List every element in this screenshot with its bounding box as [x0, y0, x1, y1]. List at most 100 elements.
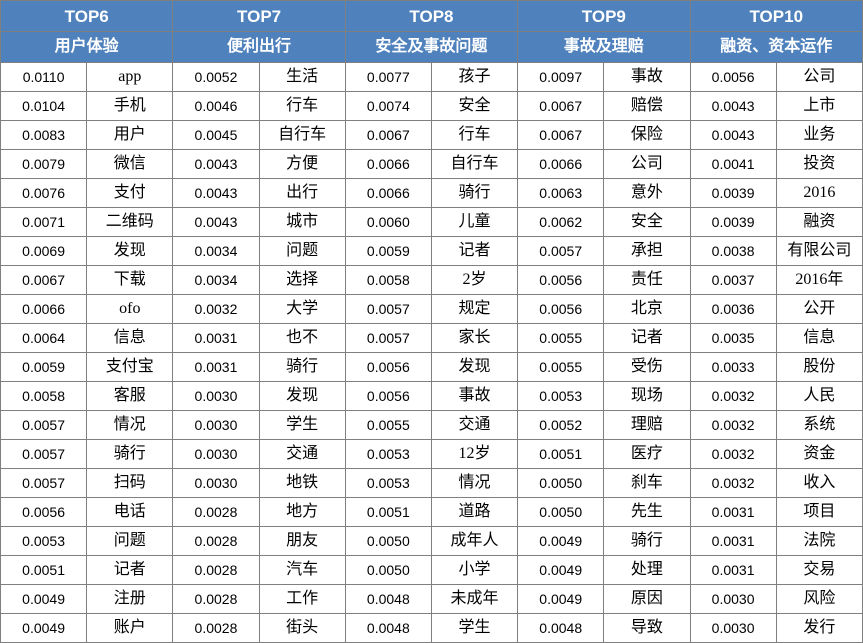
- cell-word: 问题: [87, 527, 173, 556]
- cell-word: 出行: [259, 179, 345, 208]
- cell-value: 0.0057: [1, 440, 87, 469]
- col-sub-header: 便利出行: [173, 32, 345, 63]
- cell-value: 0.0028: [173, 614, 259, 643]
- col-sub-header: 融资、资本运作: [690, 32, 863, 63]
- col-top-header: TOP7: [173, 1, 345, 32]
- table-row: 0.0066ofo0.0032大学0.0057规定0.0056北京0.0036公…: [1, 295, 863, 324]
- cell-value: 0.0035: [690, 324, 776, 353]
- cell-word: 赔偿: [604, 92, 690, 121]
- cell-value: 0.0076: [1, 179, 87, 208]
- cell-word: 交通: [259, 440, 345, 469]
- cell-value: 0.0097: [518, 63, 604, 92]
- col-top-header: TOP9: [518, 1, 690, 32]
- cell-word: 业务: [776, 121, 862, 150]
- cell-value: 0.0048: [518, 614, 604, 643]
- cell-value: 0.0069: [1, 237, 87, 266]
- cell-value: 0.0031: [173, 353, 259, 382]
- table-row: 0.0083用户0.0045自行车0.0067行车0.0067保险0.0043业…: [1, 121, 863, 150]
- col-top-header: TOP6: [1, 1, 173, 32]
- cell-word: 孩子: [431, 63, 517, 92]
- table-row: 0.0079微信0.0043方便0.0066自行车0.0066公司0.0041投…: [1, 150, 863, 179]
- table-row: 0.0049账户0.0028街头0.0048学生0.0048导致0.0030发行: [1, 614, 863, 643]
- cell-word: 街头: [259, 614, 345, 643]
- cell-value: 0.0050: [345, 527, 431, 556]
- cell-word: 大学: [259, 295, 345, 324]
- cell-value: 0.0043: [173, 150, 259, 179]
- cell-word: ofo: [87, 295, 173, 324]
- cell-value: 0.0052: [173, 63, 259, 92]
- table-row: 0.0069发现0.0034问题0.0059记者0.0057承担0.0038有限…: [1, 237, 863, 266]
- col-top-header: TOP10: [690, 1, 863, 32]
- cell-word: 先生: [604, 498, 690, 527]
- cell-word: 二维码: [87, 208, 173, 237]
- cell-word: 项目: [776, 498, 862, 527]
- cell-value: 0.0074: [345, 92, 431, 121]
- cell-value: 0.0032: [690, 440, 776, 469]
- cell-word: 风险: [776, 585, 862, 614]
- cell-word: 信息: [776, 324, 862, 353]
- cell-word: 刹车: [604, 469, 690, 498]
- header-row-top: TOP6TOP7TOP8TOP9TOP10: [1, 1, 863, 32]
- cell-value: 0.0083: [1, 121, 87, 150]
- cell-value: 0.0050: [518, 498, 604, 527]
- cell-value: 0.0056: [345, 353, 431, 382]
- cell-word: 小学: [431, 556, 517, 585]
- cell-value: 0.0057: [1, 411, 87, 440]
- table-row: 0.0051记者0.0028汽车0.0050小学0.0049处理0.0031交易: [1, 556, 863, 585]
- cell-value: 0.0056: [518, 266, 604, 295]
- cell-value: 0.0050: [518, 469, 604, 498]
- cell-word: 发现: [87, 237, 173, 266]
- cell-word: 工作: [259, 585, 345, 614]
- cell-word: 自行车: [259, 121, 345, 150]
- cell-value: 0.0043: [690, 92, 776, 121]
- cell-value: 0.0028: [173, 527, 259, 556]
- table-row: 0.0110app0.0052生活0.0077孩子0.0097事故0.0056公…: [1, 63, 863, 92]
- cell-value: 0.0046: [173, 92, 259, 121]
- cell-word: 微信: [87, 150, 173, 179]
- cell-value: 0.0066: [345, 150, 431, 179]
- cell-value: 0.0032: [690, 411, 776, 440]
- cell-word: 道路: [431, 498, 517, 527]
- cell-word: 公开: [776, 295, 862, 324]
- cell-value: 0.0049: [1, 614, 87, 643]
- cell-word: 用户: [87, 121, 173, 150]
- cell-value: 0.0030: [173, 440, 259, 469]
- cell-value: 0.0039: [690, 208, 776, 237]
- cell-word: 也不: [259, 324, 345, 353]
- table-row: 0.0071二维码0.0043城市0.0060儿童0.0062安全0.0039融…: [1, 208, 863, 237]
- cell-word: 事故: [604, 63, 690, 92]
- cell-word: 客服: [87, 382, 173, 411]
- cell-value: 0.0104: [1, 92, 87, 121]
- cell-word: 骑行: [87, 440, 173, 469]
- cell-value: 0.0048: [345, 614, 431, 643]
- cell-word: 现场: [604, 382, 690, 411]
- cell-value: 0.0066: [1, 295, 87, 324]
- cell-word: 规定: [431, 295, 517, 324]
- cell-word: 安全: [604, 208, 690, 237]
- cell-word: 朋友: [259, 527, 345, 556]
- cell-word: 记者: [431, 237, 517, 266]
- cell-value: 0.0056: [1, 498, 87, 527]
- cell-value: 0.0066: [518, 150, 604, 179]
- col-sub-header: 安全及事故问题: [345, 32, 517, 63]
- cell-value: 0.0053: [518, 382, 604, 411]
- cell-value: 0.0033: [690, 353, 776, 382]
- table-row: 0.0104手机0.0046行车0.0074安全0.0067赔偿0.0043上市: [1, 92, 863, 121]
- cell-word: 上市: [776, 92, 862, 121]
- cell-word: 自行车: [431, 150, 517, 179]
- cell-value: 0.0045: [173, 121, 259, 150]
- cell-value: 0.0057: [518, 237, 604, 266]
- cell-word: 支付: [87, 179, 173, 208]
- cell-word: 账户: [87, 614, 173, 643]
- cell-value: 0.0056: [345, 382, 431, 411]
- cell-value: 0.0034: [173, 237, 259, 266]
- cell-value: 0.0030: [690, 614, 776, 643]
- cell-value: 0.0055: [345, 411, 431, 440]
- cell-value: 0.0032: [690, 382, 776, 411]
- cell-value: 0.0057: [345, 324, 431, 353]
- cell-word: 发现: [431, 353, 517, 382]
- cell-word: 骑行: [431, 179, 517, 208]
- cell-value: 0.0053: [345, 440, 431, 469]
- cell-word: 支付宝: [87, 353, 173, 382]
- cell-value: 0.0052: [518, 411, 604, 440]
